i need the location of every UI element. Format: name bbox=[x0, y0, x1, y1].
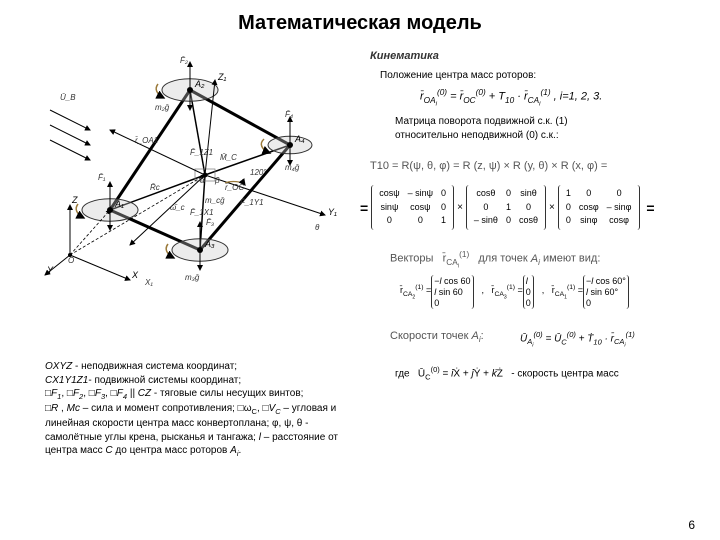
svg-text:F̄_1Y1: F̄_1Y1 bbox=[240, 198, 264, 207]
section-subtitle: Кинематика bbox=[370, 50, 439, 62]
svg-text:A₃: A₃ bbox=[204, 239, 215, 249]
svg-text:O: O bbox=[68, 256, 74, 265]
svg-text:X: X bbox=[131, 270, 139, 280]
svg-text:F̄₃: F̄₃ bbox=[206, 218, 214, 227]
svg-text:X₁: X₁ bbox=[144, 278, 153, 287]
matrix-ry: cosθ0sinθ010– sinθ0cosθ bbox=[466, 185, 546, 230]
matrix-rz: cosψ– sinψ0sinψcosψ0001 bbox=[371, 185, 454, 230]
svg-text:m₄ḡ: m₄ḡ bbox=[285, 163, 300, 172]
svg-text:Y₁: Y₁ bbox=[328, 207, 337, 217]
svg-text:A₂: A₂ bbox=[194, 79, 205, 89]
svg-text:m₃ḡ: m₃ḡ bbox=[185, 273, 200, 282]
svg-text:F̄₄: F̄₄ bbox=[285, 110, 293, 119]
equation-t10: T10 = R(ψ, θ, φ) = R (z, ψ) × R (y, θ) ×… bbox=[370, 160, 607, 172]
svg-text:A₁: A₁ bbox=[114, 199, 124, 209]
svg-text:M̄_C: M̄_C bbox=[220, 153, 237, 162]
vector-ca1: , r̄CA1(1) =−l cos 60°l sin 60°0 bbox=[542, 275, 629, 309]
vector-ca2: r̄CA2(1) =−l cos 60l sin 600 bbox=[400, 275, 474, 309]
page-title: Математическая модель bbox=[0, 12, 720, 35]
text-vectors: Векторы r̄CAi(1) для точек Ai имеют вид: bbox=[390, 250, 600, 269]
svg-text:ω̄_c: ω̄_c bbox=[170, 203, 185, 212]
svg-text:Y: Y bbox=[47, 265, 54, 275]
svg-text:Z: Z bbox=[71, 195, 78, 205]
eq-times: × bbox=[457, 202, 463, 213]
svg-text:r̄_OC: r̄_OC bbox=[225, 183, 245, 192]
svg-text:F̄_1Z1: F̄_1Z1 bbox=[190, 148, 213, 157]
equation-speed: ŪAi(0) = ŪC(0) + Ṫ10 · r̄CAi(1) bbox=[520, 330, 635, 349]
text-rotor-position: Положение центра масс роторов: bbox=[380, 70, 536, 81]
vectors-row: r̄CA2(1) =−l cos 60l sin 600 , r̄CA3(1) … bbox=[400, 275, 629, 309]
svg-text:r̄_OA1: r̄_OA1 bbox=[135, 136, 158, 145]
svg-text:m₂ḡ: m₂ḡ bbox=[155, 103, 170, 112]
svg-text:m_cḡ: m_cḡ bbox=[205, 196, 225, 205]
svg-text:F̄₂: F̄₂ bbox=[180, 56, 188, 65]
svg-text:β: β bbox=[214, 176, 220, 185]
svg-text:120°: 120° bbox=[250, 168, 267, 177]
svg-text:θ: θ bbox=[315, 223, 320, 232]
eq-equals: = bbox=[643, 200, 655, 216]
eq-times: × bbox=[549, 202, 555, 213]
legend-text: OXYZ - неподвижная система координат;CX1… bbox=[45, 360, 355, 459]
svg-text:Ū_B: Ū_B bbox=[60, 93, 76, 102]
text-where: где ŪC(0) = īẊ + j̄Ẏ + k̄Ż - скорость ц… bbox=[395, 365, 619, 381]
svg-text:α: α bbox=[200, 176, 205, 185]
svg-text:A₄: A₄ bbox=[294, 134, 305, 144]
vector-ca3: , r̄CA3(1) =l00 bbox=[482, 275, 534, 309]
matrix-rx: 1000cosφ– sinφ0sinφcosφ bbox=[558, 185, 640, 230]
svg-text:Z₁: Z₁ bbox=[217, 72, 226, 82]
svg-text:F̄₁: F̄₁ bbox=[98, 173, 106, 182]
equation-position: r̄OAi(0) = r̄OC(0) + T10 · r̄CAi(1) , i=… bbox=[420, 88, 602, 107]
kinematics-diagram: A₁ A₂ A₃ A₄ Y₁ Z₁ X Y Z Ū_B r̄_OA1 F̄₂ F̄₄ F̄₁ F̄₃ M̄_C… bbox=[40, 55, 340, 305]
page-number: 6 bbox=[688, 518, 695, 532]
svg-text:F̄_1X1: F̄_1X1 bbox=[190, 208, 214, 217]
eq-equals: = bbox=[360, 200, 368, 216]
text-speeds: Скорости точек Ai: bbox=[390, 330, 484, 344]
svg-text:R̄c: R̄c bbox=[150, 183, 160, 192]
text-rotation-matrix: Матрица поворота подвижной с.к. (1)относ… bbox=[395, 115, 568, 143]
matrices-row: = cosψ– sinψ0sinψcosψ0001 × cosθ0sinθ010… bbox=[360, 185, 655, 230]
